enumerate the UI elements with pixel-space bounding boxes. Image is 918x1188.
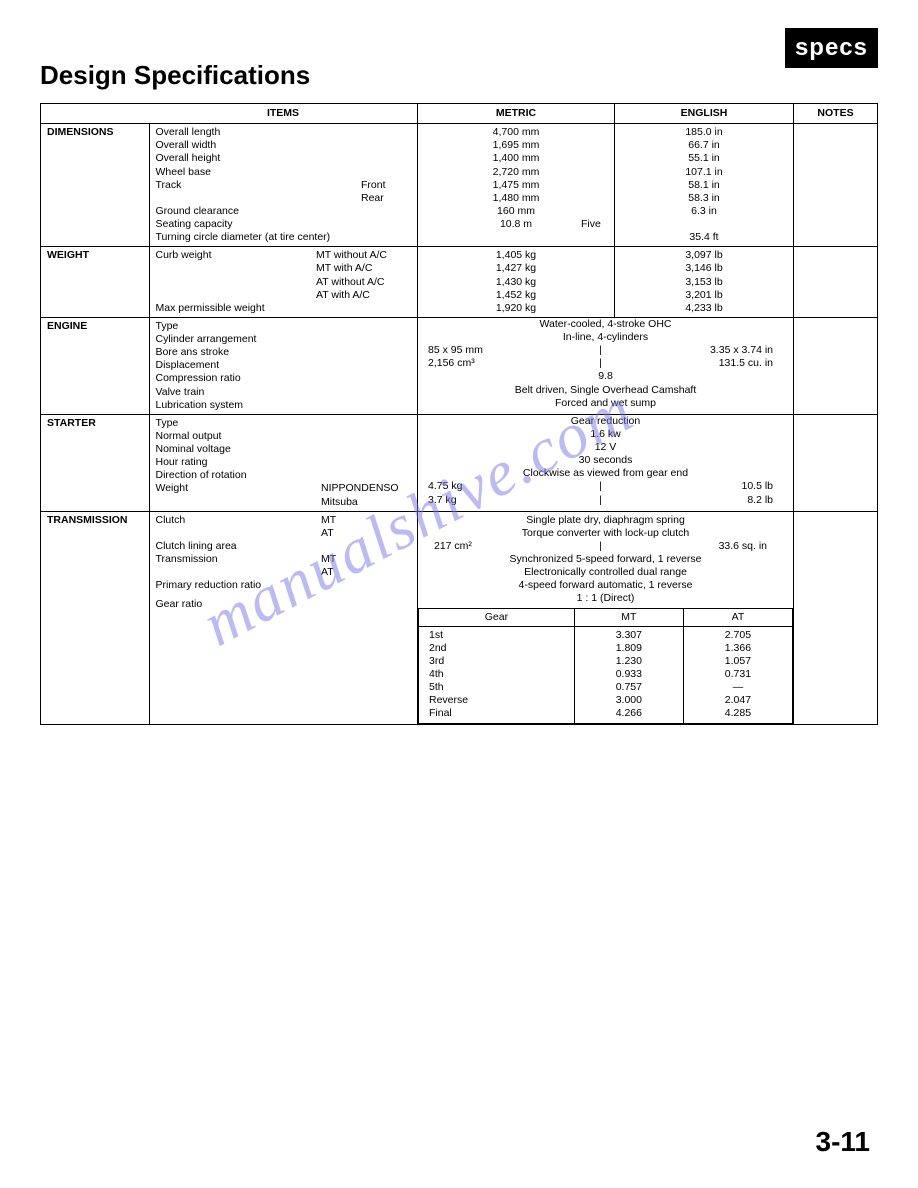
header-english: ENGLISH	[615, 104, 794, 124]
item-row: Type	[156, 417, 412, 430]
item-row: AT	[156, 527, 412, 540]
item-row: Displacement	[156, 359, 412, 372]
gear-header: Gear	[419, 608, 575, 626]
item-row: WeightNIPPONDENSO	[156, 482, 412, 495]
page-number: 3-11	[816, 1126, 871, 1158]
gear-ratio-label: Gear ratio	[156, 598, 412, 611]
item-row: Normal output	[156, 430, 412, 443]
gear-header: MT	[574, 608, 683, 626]
item-row: Clutch lining area	[156, 540, 412, 553]
cat-starter: STARTER	[41, 414, 150, 511]
spec-table: ITEMS METRIC ENGLISH NOTES DIMENSIONS Ov…	[40, 103, 878, 725]
header-items: ITEMS	[149, 104, 418, 124]
cat-engine: ENGINE	[41, 317, 150, 414]
cat-transmission: TRANSMISSION	[41, 511, 150, 724]
item-row: Primary reduction ratio	[156, 579, 412, 592]
item-row: Valve train	[156, 386, 412, 399]
page-title: Design Specifications	[40, 60, 878, 91]
item-row: AT	[156, 566, 412, 579]
item-row: Nominal voltage	[156, 443, 412, 456]
item-row: Type	[156, 320, 412, 333]
items-cell: Overall lengthOverall widthOverall heigh…	[149, 124, 418, 247]
item-row: Lubrication system	[156, 399, 412, 412]
gear-header: AT	[683, 608, 792, 626]
cat-weight: WEIGHT	[41, 247, 150, 318]
item-row: Bore ans stroke	[156, 346, 412, 359]
item-row: ClutchMT	[156, 514, 412, 527]
cat-dimensions: DIMENSIONS	[41, 124, 150, 247]
specs-badge: specs	[785, 28, 878, 68]
gear-ratio-table: GearMTAT 1st2nd3rd4th5thReverseFinal3.30…	[418, 608, 793, 724]
header-notes: NOTES	[794, 104, 878, 124]
item-row: Direction of rotation	[156, 469, 412, 482]
item-row: TransmissionMT	[156, 553, 412, 566]
item-row: Cylinder arrangement	[156, 333, 412, 346]
header-metric: METRIC	[418, 104, 615, 124]
item-row: Hour rating	[156, 456, 412, 469]
item-row: Mitsuba	[156, 496, 412, 509]
item-row: Compression ratio	[156, 372, 412, 385]
